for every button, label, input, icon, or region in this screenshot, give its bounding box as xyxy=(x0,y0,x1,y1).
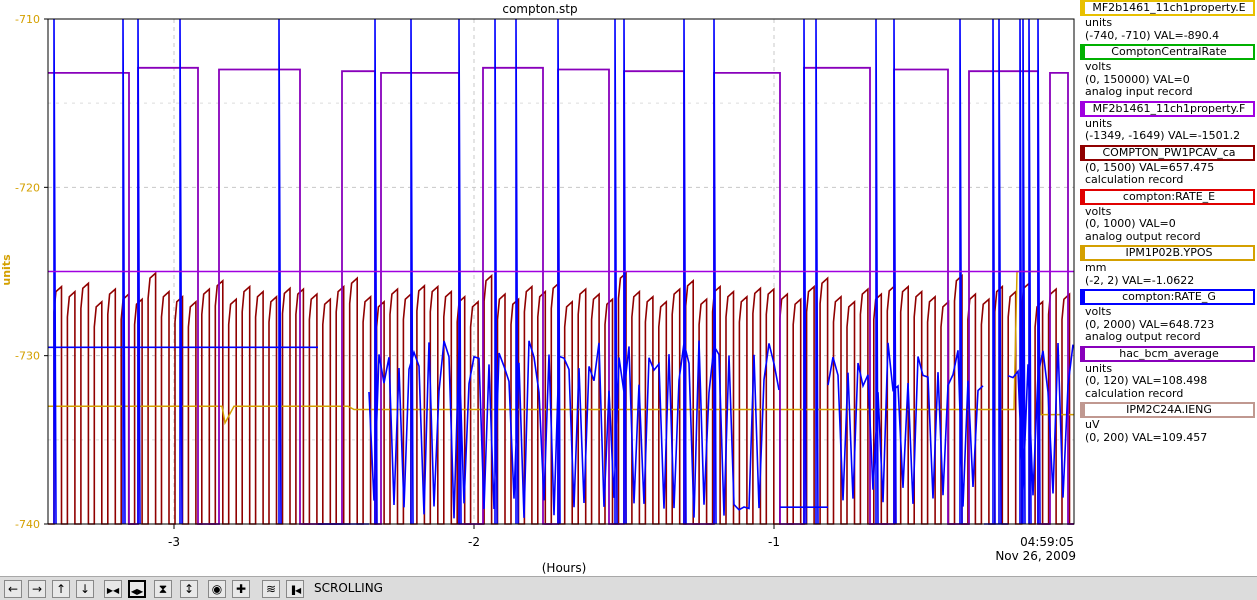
y-tick-label: -710 xyxy=(15,13,40,26)
legend-item-unit: units xyxy=(1085,116,1113,130)
legend-item-range-value: (0, 2000) VAL=648.723 xyxy=(1085,317,1215,331)
legend-item-unit: volts xyxy=(1085,204,1112,218)
legend-item-range-value: (-2, 2) VAL=-1.0622 xyxy=(1085,273,1195,287)
y-tick-label: -720 xyxy=(15,181,40,194)
zoom-x-in-icon: ▶◀ xyxy=(106,586,120,595)
legend-item-range-value: (-1349, -1649) VAL=-1501.2 xyxy=(1085,129,1241,142)
legend-item-range-value: (0, 1000) VAL=0 xyxy=(1085,217,1176,230)
end-time-label: 04:59:05 xyxy=(1020,535,1074,549)
arrow-up-icon: ↑ xyxy=(55,582,67,596)
legend-item-range-value: (0, 120) VAL=108.498 xyxy=(1085,374,1208,387)
legend-item-name[interactable]: hac_bcm_average xyxy=(1080,345,1255,362)
legend-item[interactable]: MF2b1461_11ch1property.E units (-740, -710… xyxy=(1080,0,1257,42)
legend-item-name[interactable]: IPM2C24A.IENG xyxy=(1080,402,1255,418)
legend-item-range-value: (0, 150000) VAL=0 xyxy=(1085,72,1190,86)
zoom-x-in-button[interactable]: ▶◀ xyxy=(104,580,122,598)
legend-item[interactable]: COMPTON_PW1PCAV_ca (0, 1500) VAL=657.475 c… xyxy=(1080,144,1257,187)
legend-item-description: analog input record xyxy=(1085,85,1193,98)
y-tick-label: -730 xyxy=(15,350,40,363)
legend-item-description: calculation record xyxy=(1085,386,1184,400)
series-line-compton-rate-g xyxy=(48,19,1074,525)
scroll-status: SCROLLING xyxy=(314,581,383,595)
fit-icon: ≋ xyxy=(265,582,277,596)
legend-item[interactable]: IPM1P02B.YPOS mm (-2, 2) VAL=-1.0622 xyxy=(1080,245,1257,287)
legend-item[interactable]: compton:RATE_G volts (0, 2000) VAL=648.723… xyxy=(1080,289,1257,344)
scroll-right-button[interactable]: → xyxy=(28,580,46,598)
arrow-left-icon: ← xyxy=(7,582,19,596)
plus-icon: ✚ xyxy=(235,582,247,596)
legend-item[interactable]: compton:RATE_E volts (0, 1000) VAL=0 analog… xyxy=(1080,188,1257,244)
auto-scale-button[interactable]: ◉ xyxy=(208,580,226,598)
fit-button[interactable]: ≋ xyxy=(262,580,280,598)
end-date-label: Nov 26, 2009 xyxy=(995,549,1076,563)
legend-item-description: calculation record xyxy=(1085,173,1184,186)
add-button[interactable]: ✚ xyxy=(232,580,250,598)
zoom-x-out-icon: ◀▶ xyxy=(130,587,144,596)
zoom-y-out-icon: ↕ xyxy=(183,582,195,596)
legend-item-unit: uV xyxy=(1085,418,1100,431)
legend: MF2b1461_11ch1property.E units (-740, -710… xyxy=(1080,0,1257,443)
y-tick-label: -740 xyxy=(15,518,40,531)
legend-item-unit: mm xyxy=(1085,261,1107,274)
arrow-down-icon: ↓ xyxy=(79,582,91,596)
legend-item-name[interactable]: MF2b1461_11ch1property.F xyxy=(1080,100,1255,117)
legend-item-name[interactable]: compton:RATE_E xyxy=(1080,188,1255,205)
x-tick-label: -2 xyxy=(468,535,480,549)
legend-item-name[interactable]: IPM1P02B.YPOS xyxy=(1080,245,1255,261)
zoom-y-in-button[interactable]: ⧗ xyxy=(154,580,172,598)
legend-item[interactable]: MF2b1461_11ch1property.F units (-1349, -16… xyxy=(1080,100,1257,143)
legend-item-name[interactable]: compton:RATE_G xyxy=(1080,289,1255,305)
legend-item-name[interactable]: MF2b1461_11ch1property.E xyxy=(1080,0,1255,16)
legend-item[interactable]: IPM2C24A.IENG uV (0, 200) VAL=109.457 xyxy=(1080,402,1257,444)
zoom-x-out-button[interactable]: ◀▶ xyxy=(128,580,146,598)
legend-item-unit: volts xyxy=(1085,60,1112,73)
series-line-compton-pw1pcav xyxy=(48,271,1074,525)
chart-title: compton.stp xyxy=(502,2,577,16)
legend-item-unit: units xyxy=(1085,16,1113,29)
x-axis-label: (Hours) xyxy=(542,561,587,575)
plot-area[interactable]: compton.stp -740 -730 -720 -710 units -3 -2 -1 04… xyxy=(0,0,1080,580)
x-tick-label: -3 xyxy=(168,535,180,549)
arrow-right-icon: → xyxy=(31,582,43,596)
legend-item-description: analog output record xyxy=(1085,229,1201,243)
legend-item-name[interactable]: ComptonCentralRate xyxy=(1080,44,1255,60)
plot-frame xyxy=(47,18,1075,525)
scroll-left-button[interactable]: ← xyxy=(4,580,22,598)
legend-item[interactable]: ComptonCentralRate volts (0, 150000) VAL=0… xyxy=(1080,44,1257,99)
legend-item-name[interactable]: COMPTON_PW1PCAV_ca xyxy=(1080,144,1255,161)
zoom-y-out-button[interactable]: ↕ xyxy=(180,580,198,598)
toolbar: ← → ↑ ↓ ▶◀ ◀▶ ⧗ ↕ ◉ ✚ ≋ ▐◀ SCROLLING xyxy=(0,576,1257,600)
scroll-down-button[interactable]: ↓ xyxy=(76,580,94,598)
zoom-y-in-icon: ⧗ xyxy=(158,582,168,596)
legend-item-range-value: (0, 200) VAL=109.457 xyxy=(1085,430,1208,444)
legend-item[interactable]: hac_bcm_average units (0, 120) VAL=108.498… xyxy=(1080,345,1257,401)
pause-button[interactable]: ▐◀ xyxy=(286,580,304,598)
legend-item-range-value: (0, 1500) VAL=657.475 xyxy=(1085,160,1215,174)
y-axis-label: units xyxy=(0,254,13,286)
x-tick-label: -1 xyxy=(768,535,780,549)
legend-item-unit: units xyxy=(1085,361,1113,375)
chart[interactable]: compton.stp -740 -730 -720 -710 units -3 -2 -1 04… xyxy=(0,0,1080,580)
legend-item-description: analog output record xyxy=(1085,330,1201,343)
record-icon: ◉ xyxy=(211,582,223,596)
pause-left-icon: ▐◀ xyxy=(288,586,302,595)
legend-item-range-value: (-740, -710) VAL=-890.4 xyxy=(1085,28,1220,42)
scroll-up-button[interactable]: ↑ xyxy=(52,580,70,598)
legend-item-unit: volts xyxy=(1085,305,1112,318)
